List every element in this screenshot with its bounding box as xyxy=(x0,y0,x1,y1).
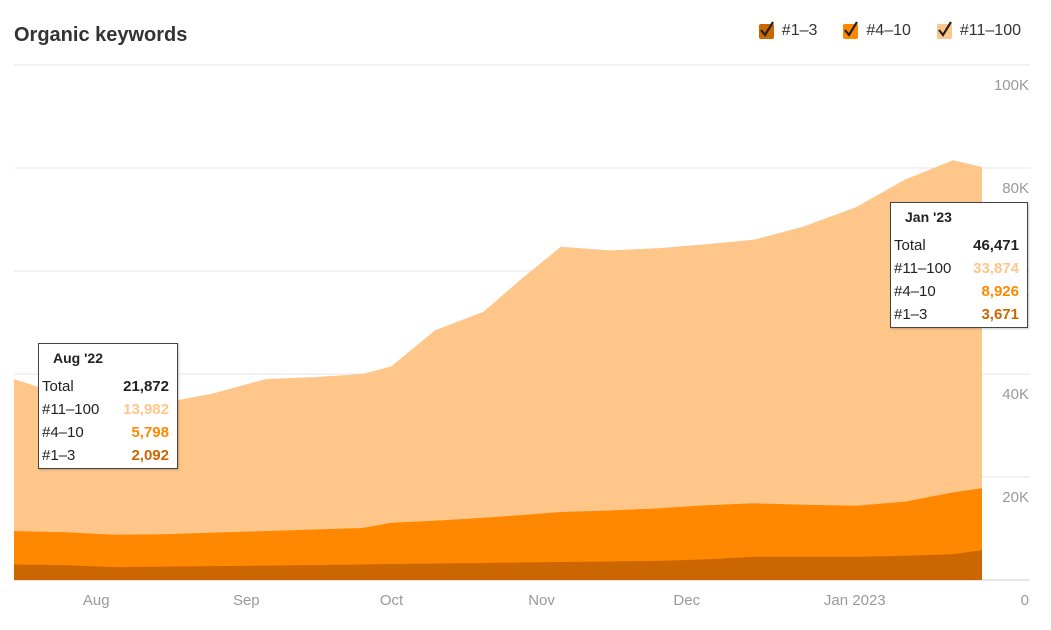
legend-item-1-3[interactable]: #1–3 xyxy=(758,20,818,40)
tooltip-row-total: Total 46,471 xyxy=(894,237,1019,254)
tooltip-row-1-3: #1–3 2,092 xyxy=(42,447,169,464)
x-axis-ticks: Aug Sep Oct Nov Dec Jan 2023 xyxy=(83,592,886,609)
checkbox-icon[interactable] xyxy=(936,20,952,39)
tooltip-row-11-100: #11–100 33,874 xyxy=(894,260,1019,277)
tooltip-aug-22: Aug '22 Total 21,872 #11–100 13,982 #4–10 5… xyxy=(38,343,178,469)
tooltip-jan-23: Jan '23 Total 46,471 #11–100 33,874 #4–10 8… xyxy=(890,202,1028,328)
legend-item-4-10[interactable]: #4–10 xyxy=(843,20,911,40)
y-tick-label: 20K xyxy=(1002,489,1029,506)
x-tick-label: Sep xyxy=(233,592,260,609)
tooltip-row-11-100: #11–100 13,982 xyxy=(42,401,169,418)
y-tick-label: 100K xyxy=(994,77,1029,94)
y-tick-label: 40K xyxy=(1002,386,1029,403)
x-tick-label: Dec xyxy=(673,592,700,609)
checkbox-icon[interactable] xyxy=(758,20,774,39)
chart-title: Organic keywords xyxy=(14,24,188,46)
x-tick-label: Nov xyxy=(528,592,555,609)
y-tick-label: 80K xyxy=(1002,180,1029,197)
tooltip-row-4-10: #4–10 8,926 xyxy=(894,283,1019,300)
legend-label: #4–10 xyxy=(866,22,911,39)
y-tick-label: 0 xyxy=(1021,592,1029,609)
x-tick-label: Aug xyxy=(83,592,110,609)
legend: #1–3 #4–10 #11–100 xyxy=(758,20,1021,40)
area-#1–3 xyxy=(14,550,982,580)
tooltip-row-4-10: #4–10 5,798 xyxy=(42,424,169,441)
tooltip-date: Jan '23 xyxy=(905,209,952,225)
legend-label: #11–100 xyxy=(959,22,1021,39)
tooltip-date: Aug '22 xyxy=(53,350,104,366)
y-axis-ticks: 020K40K60K80K100K xyxy=(994,77,1029,609)
area-series xyxy=(14,160,982,581)
checkbox-icon[interactable] xyxy=(843,20,859,39)
tooltip-row-total: Total 21,872 xyxy=(42,378,169,395)
legend-label: #1–3 xyxy=(781,22,818,39)
x-tick-label: Oct xyxy=(380,592,404,609)
area-#4–10 xyxy=(14,488,982,580)
x-tick-label: Jan 2023 xyxy=(824,592,886,609)
tooltip-row-1-3: #1–3 3,671 xyxy=(894,306,1019,323)
area-#11–100 xyxy=(14,160,982,581)
legend-item-11-100[interactable]: #11–100 xyxy=(936,20,1021,40)
